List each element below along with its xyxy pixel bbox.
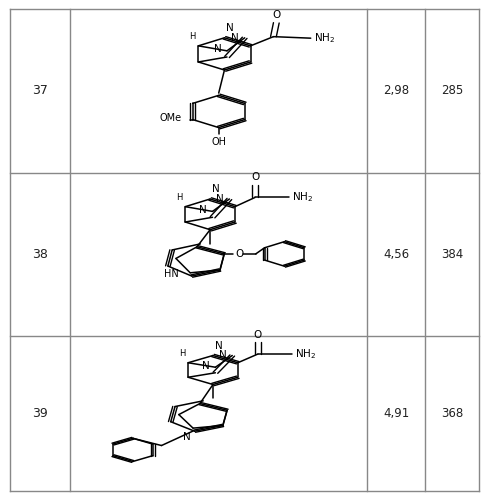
Text: N: N [183, 432, 191, 442]
Text: 2,98: 2,98 [383, 84, 409, 97]
Text: 39: 39 [32, 407, 48, 420]
Text: H: H [189, 32, 195, 41]
Text: N: N [215, 341, 223, 351]
Text: N: N [226, 23, 234, 33]
Text: H: H [176, 193, 182, 202]
Text: 368: 368 [441, 407, 463, 420]
Text: N: N [231, 33, 239, 43]
Text: N: N [202, 361, 209, 371]
Text: O: O [236, 249, 244, 259]
Text: OH: OH [211, 137, 226, 147]
Text: NH$_2$: NH$_2$ [295, 347, 316, 361]
Text: 384: 384 [441, 248, 463, 260]
Text: O: O [272, 10, 280, 20]
Text: NH$_2$: NH$_2$ [292, 190, 313, 204]
Text: N: N [213, 44, 221, 54]
Text: OMe: OMe [159, 113, 181, 123]
Text: 4,91: 4,91 [383, 407, 409, 420]
Text: NH$_2$: NH$_2$ [313, 32, 335, 45]
Text: HN: HN [164, 270, 179, 280]
Text: O: O [254, 330, 262, 340]
Text: N: N [212, 184, 220, 194]
Text: 4,56: 4,56 [383, 248, 409, 260]
Text: H: H [179, 350, 185, 358]
Text: N: N [219, 350, 226, 360]
Text: 38: 38 [32, 248, 48, 260]
Text: 37: 37 [32, 84, 48, 97]
Text: N: N [216, 194, 224, 204]
Text: 285: 285 [441, 84, 463, 97]
Text: N: N [199, 205, 207, 215]
Text: O: O [251, 172, 259, 182]
